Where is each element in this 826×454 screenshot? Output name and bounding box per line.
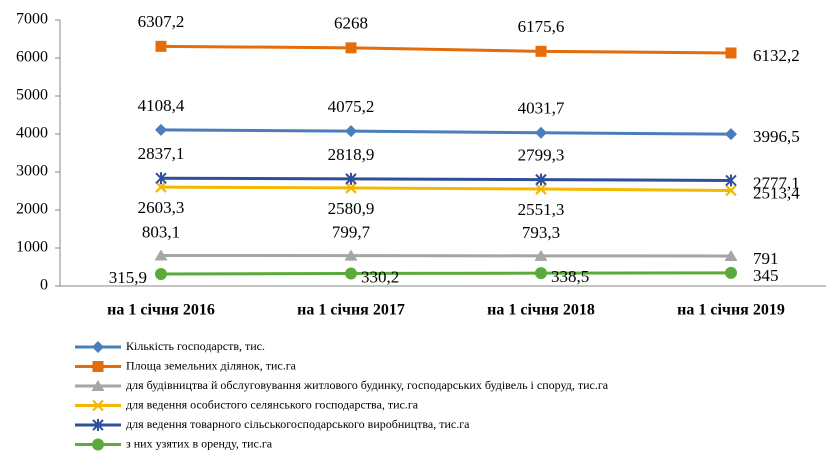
data-label: 3996,5 [753,127,800,146]
legend-label: для ведення особистого селянського госпо… [126,397,419,411]
data-label: 799,7 [332,223,371,242]
marker [725,184,737,197]
y-tick-label: 2000 [16,201,48,218]
marker [154,249,168,261]
y-tick-label: 0 [40,277,48,294]
series-line [160,176,732,182]
marker [92,361,104,372]
marker [535,45,547,57]
data-label: 791 [753,249,779,268]
marker [535,126,547,139]
x-tick-label: на 1 січня 2019 [677,302,785,319]
y-tick-label: 7000 [16,11,48,28]
y-tick-label: 4000 [16,125,48,142]
x-tick-label: на 1 січня 2017 [297,302,405,319]
legend-label: Площа земельних ділянок, тис.га [126,358,297,372]
series-line [160,185,732,192]
marker [345,172,357,185]
data-label: 2777,1 [753,173,800,192]
series: 2603,3 2580,9 2551,3 2513,4 [138,181,800,219]
marker [92,419,104,431]
data-label: 803,1 [142,222,180,241]
data-label: 2837,1 [138,144,185,163]
marker [535,183,547,195]
legend-label: Кількість господарств, тис. [126,339,265,353]
series: 803,1 799,7 793,3 791 [142,222,779,267]
marker [92,399,104,412]
series: 2837,1 2818,9 2799,3 2777,1 [138,144,800,192]
y-tick-label: 1000 [16,239,48,256]
marker [345,42,357,54]
marker [725,128,737,141]
marker [725,47,737,59]
series-line [160,271,732,276]
marker [724,249,738,261]
data-label: 793,3 [522,223,560,242]
data-label: 6268 [334,14,368,33]
data-label: 2799,3 [518,146,565,165]
marker [91,380,105,391]
marker [92,341,104,353]
data-label: 2580,9 [328,199,375,218]
data-label: 2551,3 [518,200,565,219]
legend-label: для ведення товарного сільськогосподарсь… [126,417,470,431]
marker [344,249,358,261]
series: 6307,2 6268 6175,6 6132,2 [138,12,800,65]
marker [92,438,104,451]
x-tick-label: на 1 січня 2016 [107,302,215,319]
data-label: 4075,2 [328,97,375,116]
data-label: 2603,3 [138,198,185,217]
data-label: 4031,7 [518,99,565,118]
series-line [160,44,732,55]
data-label: 338,5 [551,267,589,286]
data-label: 6307,2 [138,12,185,31]
marker [725,174,737,187]
marker [155,267,167,280]
x-tick-label: на 1 січня 2018 [487,302,595,319]
marker [725,266,737,279]
data-label: 6175,6 [518,17,565,36]
legend-label: з них узятих в оренду, тис.га [126,436,273,450]
marker [535,267,547,280]
marker [345,267,357,280]
data-label: 345 [753,266,779,285]
data-label: 2513,4 [753,183,800,202]
series: 315,9 330,2 338,5 345 [109,266,779,287]
marker [345,125,357,138]
data-label: 2818,9 [328,145,375,164]
series-line [160,128,732,136]
y-tick-label: 3000 [16,163,48,180]
y-tick-label: 5000 [16,87,48,104]
marker [155,181,167,193]
marker [155,123,167,136]
marker [155,40,167,52]
marker [345,182,357,194]
data-label: 330,2 [361,267,399,286]
data-label: 6132,2 [753,46,800,65]
y-tick-label: 6000 [16,49,48,66]
series: 4108,4 4075,2 4031,7 3996,5 [138,96,800,146]
marker [155,172,167,185]
legend-label: для будівництва й обслуговування житлово… [126,378,609,392]
marker [534,249,548,261]
data-label: 315,9 [109,268,147,287]
data-label: 4108,4 [138,96,185,115]
marker [535,173,547,186]
